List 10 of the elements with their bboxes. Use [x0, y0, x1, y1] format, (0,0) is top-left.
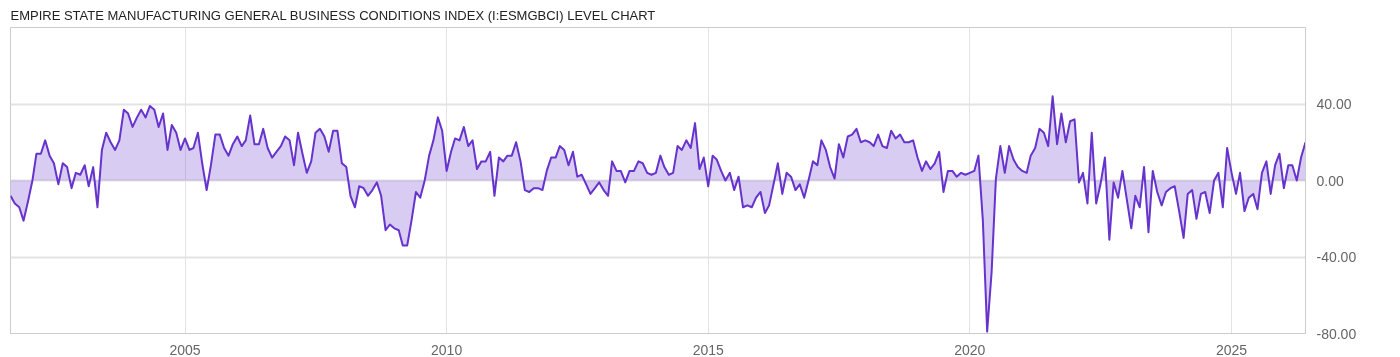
x-tick-label: 2025: [1216, 341, 1248, 357]
y-tick-label: -80.00: [1316, 325, 1357, 342]
chart-title: EMPIRE STATE MANUFACTURING GENERAL BUSINESS CONDITIONS INDEX (I:ESMGBCI) LEVEL CHART: [10, 7, 656, 23]
x-tick-label: 2010: [431, 341, 463, 357]
y-tick-label: 40.00: [1316, 96, 1352, 112]
y-tick-label: -40.00: [1316, 249, 1357, 265]
x-tick-label: 2015: [692, 341, 724, 357]
y-tick-label: 0.00: [1316, 172, 1344, 189]
x-tick-label: 2005: [169, 341, 201, 357]
x-tick-label: 2020: [954, 341, 986, 357]
